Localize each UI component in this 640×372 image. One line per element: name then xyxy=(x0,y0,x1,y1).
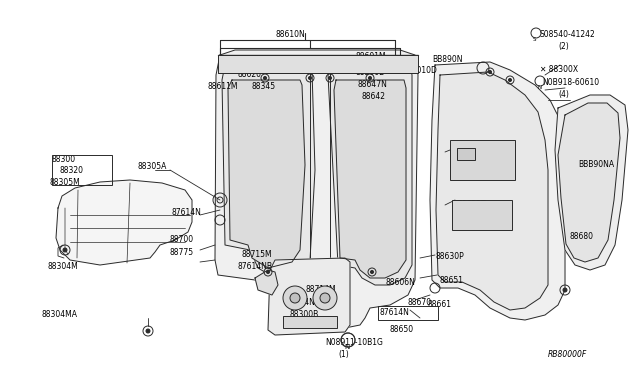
Polygon shape xyxy=(558,103,620,262)
Text: 88615: 88615 xyxy=(465,212,489,221)
Text: RB80000F: RB80000F xyxy=(548,350,588,359)
Text: 88320: 88320 xyxy=(60,166,84,175)
Text: 88775: 88775 xyxy=(170,248,194,257)
Bar xyxy=(452,200,512,230)
Circle shape xyxy=(308,77,312,80)
Text: 88651: 88651 xyxy=(440,276,464,285)
Text: 88345: 88345 xyxy=(252,82,276,91)
Circle shape xyxy=(369,77,371,80)
Bar xyxy=(457,148,475,160)
Bar xyxy=(378,306,438,320)
Text: S08540-41242: S08540-41242 xyxy=(540,30,596,39)
Text: 88010D: 88010D xyxy=(408,66,438,75)
Text: (4): (4) xyxy=(558,90,569,99)
Polygon shape xyxy=(430,62,565,320)
Text: 87614N: 87614N xyxy=(380,308,410,317)
Text: 88611M: 88611M xyxy=(208,82,239,91)
Circle shape xyxy=(509,78,511,81)
Text: 88620: 88620 xyxy=(238,70,262,79)
Text: 88647N: 88647N xyxy=(358,80,388,89)
Text: 88304M: 88304M xyxy=(48,262,79,271)
Text: 88714M: 88714M xyxy=(305,285,335,294)
Text: 88623T: 88623T xyxy=(458,200,486,209)
Text: 87614NA1: 87614NA1 xyxy=(285,298,325,307)
Text: 88641: 88641 xyxy=(460,148,484,157)
Bar xyxy=(218,55,418,73)
Text: 88700: 88700 xyxy=(170,235,194,244)
Polygon shape xyxy=(555,95,628,270)
Text: 88680: 88680 xyxy=(570,232,594,241)
Circle shape xyxy=(264,77,266,80)
Circle shape xyxy=(63,248,67,252)
Text: 88606N: 88606N xyxy=(385,278,415,287)
Text: N0B918-60610: N0B918-60610 xyxy=(542,78,599,87)
Text: 87614NB: 87614NB xyxy=(238,262,273,271)
Circle shape xyxy=(266,270,269,273)
Text: 88305M: 88305M xyxy=(50,178,81,187)
Circle shape xyxy=(328,77,332,80)
Polygon shape xyxy=(334,80,406,278)
Polygon shape xyxy=(222,65,315,278)
Text: 88304MA: 88304MA xyxy=(42,310,78,319)
Text: 88610N: 88610N xyxy=(275,30,305,39)
Text: 88670: 88670 xyxy=(408,298,432,307)
Circle shape xyxy=(290,293,300,303)
Text: 88661: 88661 xyxy=(428,300,452,309)
Text: 88300: 88300 xyxy=(52,155,76,164)
Text: (1): (1) xyxy=(338,350,349,359)
Text: 88601M: 88601M xyxy=(355,52,386,61)
Polygon shape xyxy=(215,50,418,328)
Text: 88305A: 88305A xyxy=(138,162,168,171)
Bar xyxy=(283,316,337,328)
Bar xyxy=(52,155,112,185)
Text: BBB90NA: BBB90NA xyxy=(578,160,614,169)
Text: 88630P: 88630P xyxy=(435,252,464,261)
Circle shape xyxy=(320,293,330,303)
Text: 88300E: 88300E xyxy=(355,68,384,77)
Polygon shape xyxy=(228,80,305,268)
Text: 87614N: 87614N xyxy=(172,208,202,217)
Circle shape xyxy=(371,270,374,273)
Text: ✕ 88300X: ✕ 88300X xyxy=(540,65,578,74)
Circle shape xyxy=(488,71,492,74)
Text: N08911-10B1G: N08911-10B1G xyxy=(325,338,383,347)
Text: N: N xyxy=(537,85,541,90)
Polygon shape xyxy=(56,180,192,265)
Text: 88650: 88650 xyxy=(390,325,414,334)
Text: (2): (2) xyxy=(558,42,569,51)
Bar xyxy=(450,140,515,180)
Polygon shape xyxy=(328,65,412,285)
Text: N: N xyxy=(344,344,349,350)
Circle shape xyxy=(563,288,567,292)
Text: BB890N: BB890N xyxy=(432,55,463,64)
Circle shape xyxy=(283,286,307,310)
Polygon shape xyxy=(268,258,350,335)
Circle shape xyxy=(146,329,150,333)
Text: 88715M: 88715M xyxy=(242,250,273,259)
Polygon shape xyxy=(255,270,278,295)
Text: S: S xyxy=(533,37,536,42)
Text: 88300B: 88300B xyxy=(290,310,319,319)
Polygon shape xyxy=(436,72,548,310)
Circle shape xyxy=(313,286,337,310)
Text: 88642: 88642 xyxy=(362,92,386,101)
